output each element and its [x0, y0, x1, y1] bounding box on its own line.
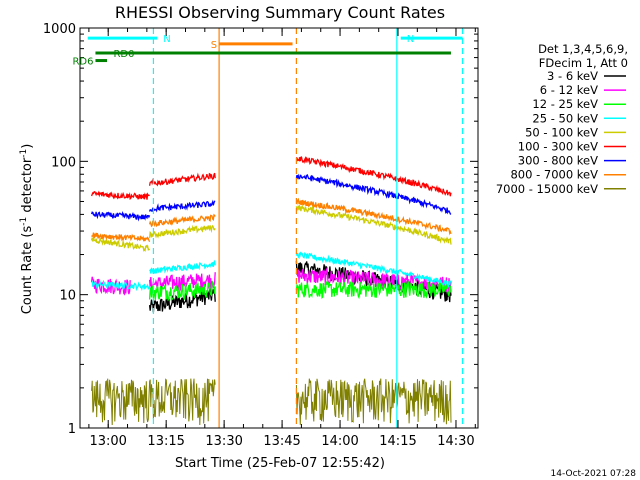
chart-title: RHESSI Observing Summary Count Rates: [115, 3, 445, 22]
legend-entry-label: 6 - 12 keV: [540, 83, 598, 97]
legend-entry-label: 800 - 7000 keV: [510, 168, 598, 182]
legend-entry-label: 50 - 100 keV: [525, 125, 598, 139]
legend-entry-label: 7000 - 15000 keV: [496, 182, 598, 196]
series-line: [149, 259, 216, 275]
flag-label: N: [163, 34, 170, 45]
series-6: [90, 173, 452, 222]
series-line: [295, 251, 452, 288]
flag-label: S: [211, 40, 217, 51]
y-tick-label: 1000: [43, 22, 76, 37]
legend-entry-label: 25 - 50 keV: [532, 111, 598, 125]
x-tick-label: 14:15: [379, 434, 416, 449]
series-7: [91, 197, 452, 243]
x-axis-label: Start Time (25-Feb-07 12:55:42): [175, 456, 385, 471]
series-line: [295, 267, 452, 293]
series-line: [148, 213, 216, 228]
legend-title-line: FDecim 1, Att 0: [539, 56, 628, 70]
series-line: [295, 173, 452, 215]
legend-entry-label: 100 - 300 keV: [518, 140, 598, 154]
legend-entry-label: 300 - 800 keV: [518, 154, 598, 168]
series-line: [295, 203, 452, 245]
legend-entry-label: 3 - 6 keV: [547, 69, 598, 83]
plot-frame: [79, 27, 479, 429]
series-5: [90, 156, 452, 201]
series-line: [90, 235, 151, 253]
legend-entry-label: 12 - 25 keV: [532, 97, 598, 111]
series-line: [295, 197, 452, 236]
series-2: [148, 280, 452, 302]
series-line: [91, 232, 151, 243]
series-line: [90, 190, 150, 201]
series-line: [148, 280, 216, 302]
series-line: [91, 279, 151, 292]
x-tick-label: 13:30: [205, 434, 242, 449]
footer-timestamp: 14-Oct-2021 07:28: [551, 469, 637, 479]
legend-title-line: Det 1,3,4,5,6,9,: [538, 42, 628, 56]
x-tick-label: 13:15: [147, 434, 184, 449]
series-line: [148, 172, 216, 187]
x-tick-label: 14:30: [437, 434, 474, 449]
flag-label: RD0: [113, 49, 134, 60]
series-3: [91, 251, 452, 292]
y-tick-label: 100: [51, 155, 76, 170]
series-line: [148, 224, 216, 239]
series-line: [295, 280, 452, 300]
series-line: [148, 272, 216, 292]
series-line: [148, 199, 216, 213]
flag-label: RD6: [72, 57, 93, 68]
flag-label: N: [407, 34, 414, 45]
series-4: [90, 203, 452, 253]
series-line: [90, 210, 151, 222]
series-line: [295, 156, 452, 197]
x-tick-label: 13:00: [89, 434, 126, 449]
x-tick-label: 14:00: [321, 434, 358, 449]
y-tick-label: 1: [68, 422, 76, 437]
series-line: [295, 378, 452, 425]
y-tick-label: 10: [59, 289, 76, 304]
y-axis-label: Count Rate (s-1 detector-1): [19, 144, 35, 315]
x-tick-label: 13:45: [263, 434, 300, 449]
